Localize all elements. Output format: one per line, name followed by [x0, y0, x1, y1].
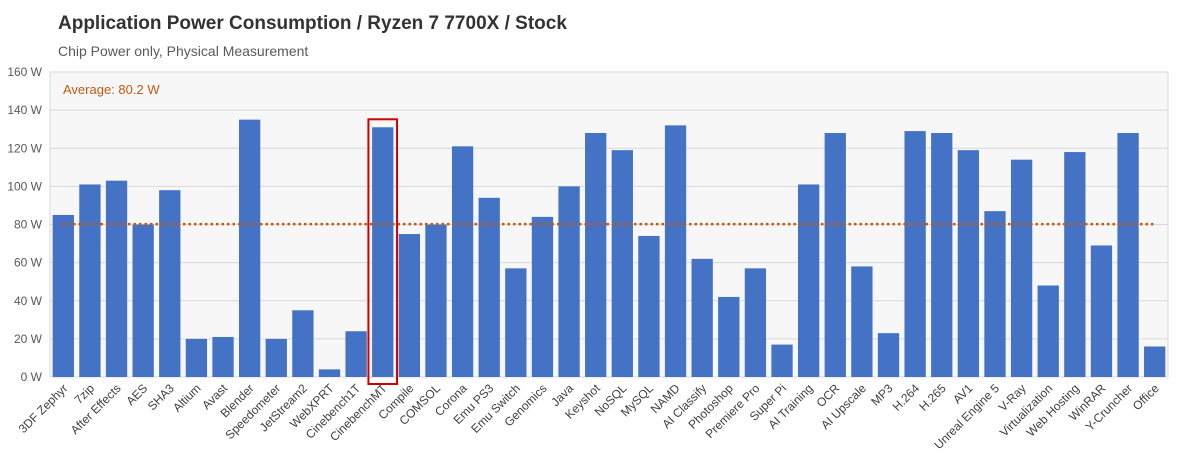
bar — [292, 310, 314, 377]
bar — [132, 224, 154, 377]
bar — [638, 235, 660, 377]
x-tick-label: SHA3 — [145, 381, 177, 413]
bar — [372, 127, 394, 377]
highlight-box — [367, 118, 399, 385]
bar — [585, 133, 607, 377]
y-tick-label: 120 W — [7, 141, 42, 155]
bar — [478, 197, 500, 377]
bar — [159, 190, 181, 377]
bar — [1010, 159, 1033, 377]
bar — [79, 184, 101, 377]
bar — [851, 266, 873, 377]
bar — [1064, 152, 1086, 377]
bar — [105, 180, 128, 377]
x-tick-label: Office — [1130, 381, 1162, 413]
bar — [904, 131, 926, 377]
bar — [691, 258, 713, 377]
y-tick-label: 100 W — [7, 179, 42, 193]
bar — [238, 119, 261, 377]
bar — [398, 234, 421, 377]
bar — [345, 331, 367, 377]
x-tick-label: 3DF Zephyr — [16, 381, 71, 436]
bar — [265, 338, 287, 377]
bar — [1144, 346, 1166, 377]
bar — [771, 344, 793, 377]
bar — [744, 268, 767, 377]
y-tick-label: 160 W — [7, 65, 42, 79]
bar — [1117, 133, 1139, 377]
x-tick-label: After Effects — [68, 381, 124, 437]
bar — [425, 224, 447, 377]
bar — [957, 150, 980, 377]
bar — [318, 369, 341, 377]
bar — [824, 133, 846, 377]
average-label: Average: 80.2 W — [63, 82, 160, 97]
x-tick-label: H.264 — [890, 381, 923, 414]
bar — [611, 150, 633, 377]
bar — [718, 296, 740, 377]
chart-title: Application Power Consumption / Ryzen 7 … — [58, 13, 567, 34]
bar — [212, 336, 234, 377]
bar — [984, 211, 1006, 377]
bar — [185, 338, 208, 377]
bar — [664, 125, 687, 377]
bar — [558, 186, 580, 377]
chart-subtitle: Chip Power only, Physical Measurement — [58, 43, 309, 59]
y-tick-label: 0 W — [21, 370, 43, 384]
bar — [451, 146, 474, 377]
bar — [877, 333, 900, 377]
bar — [1090, 245, 1113, 377]
y-tick-label: 40 W — [14, 294, 43, 308]
bar — [531, 216, 554, 377]
x-tick-label: Altium — [170, 381, 203, 414]
y-tick-label: 80 W — [14, 218, 43, 232]
y-tick-label: 140 W — [7, 103, 42, 117]
bar — [931, 133, 953, 377]
y-axis-ticks: 0 W 20 W 40 W 60 W 80 W 100 W 120 W 140 W 160 W — [7, 65, 42, 384]
y-tick-label: 60 W — [14, 256, 43, 270]
bar — [505, 268, 527, 377]
x-tick-label: H.265 — [916, 381, 949, 414]
bar — [52, 214, 74, 377]
bar — [797, 184, 820, 377]
y-tick-label: 20 W — [14, 332, 43, 346]
bar — [1037, 285, 1059, 377]
bars — [52, 119, 1166, 377]
